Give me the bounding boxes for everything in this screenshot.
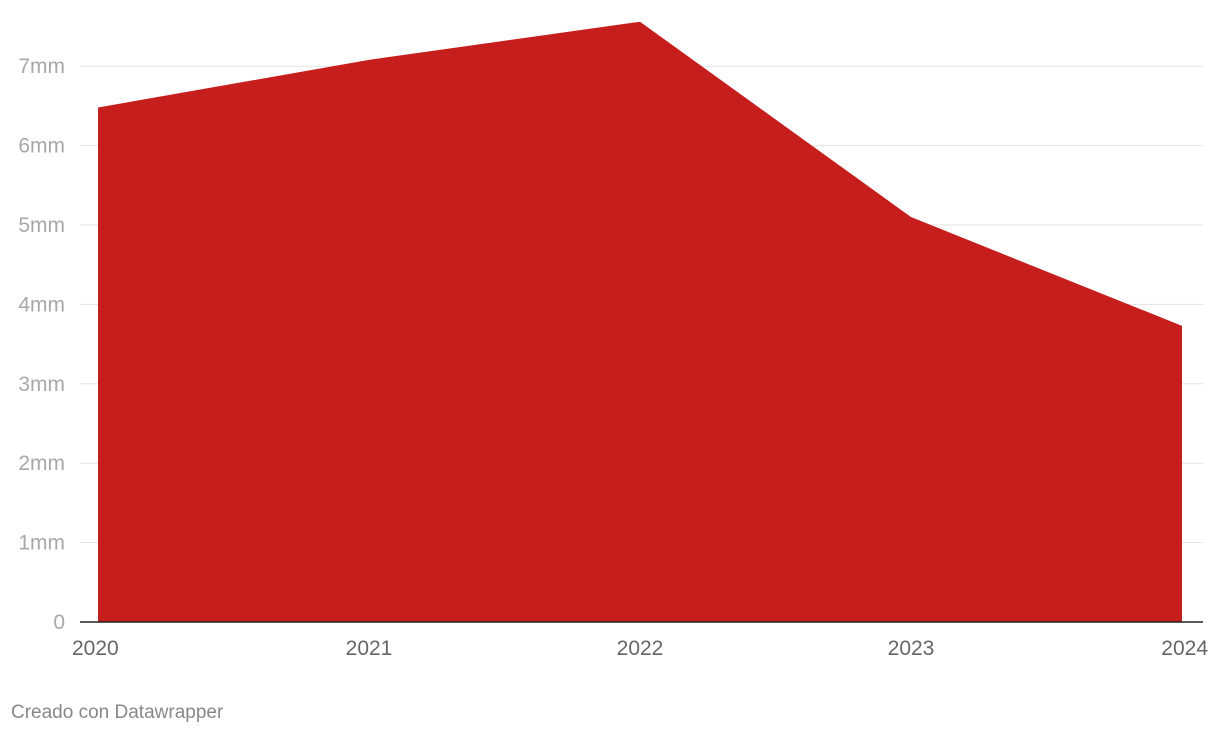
x-tick-label: 2021 bbox=[346, 637, 393, 660]
y-tick-label: 6mm bbox=[18, 135, 65, 158]
y-tick-label: 1mm bbox=[18, 532, 65, 555]
x-tick-label: 2024 bbox=[1161, 637, 1208, 660]
footer-credit: Creado con Datawrapper bbox=[11, 702, 224, 723]
area-series-path bbox=[98, 21, 1182, 622]
y-tick-label: 2mm bbox=[18, 452, 65, 475]
y-tick-label: 0 bbox=[53, 611, 65, 634]
y-tick-label: 4mm bbox=[18, 293, 65, 316]
y-tick-label: 7mm bbox=[18, 55, 65, 78]
axes: 0 1mm 2mm 3mm 4mm 5mm 6mm 7mm 2020 2021 2022 2023 20… bbox=[18, 55, 1208, 660]
y-tick-label: 3mm bbox=[18, 373, 65, 396]
x-tick-label: 2023 bbox=[888, 637, 935, 660]
x-tick-label: 2022 bbox=[617, 637, 664, 660]
area-series bbox=[98, 21, 1182, 622]
y-tick-label: 5mm bbox=[18, 214, 65, 237]
x-tick-label: 2020 bbox=[72, 637, 119, 660]
